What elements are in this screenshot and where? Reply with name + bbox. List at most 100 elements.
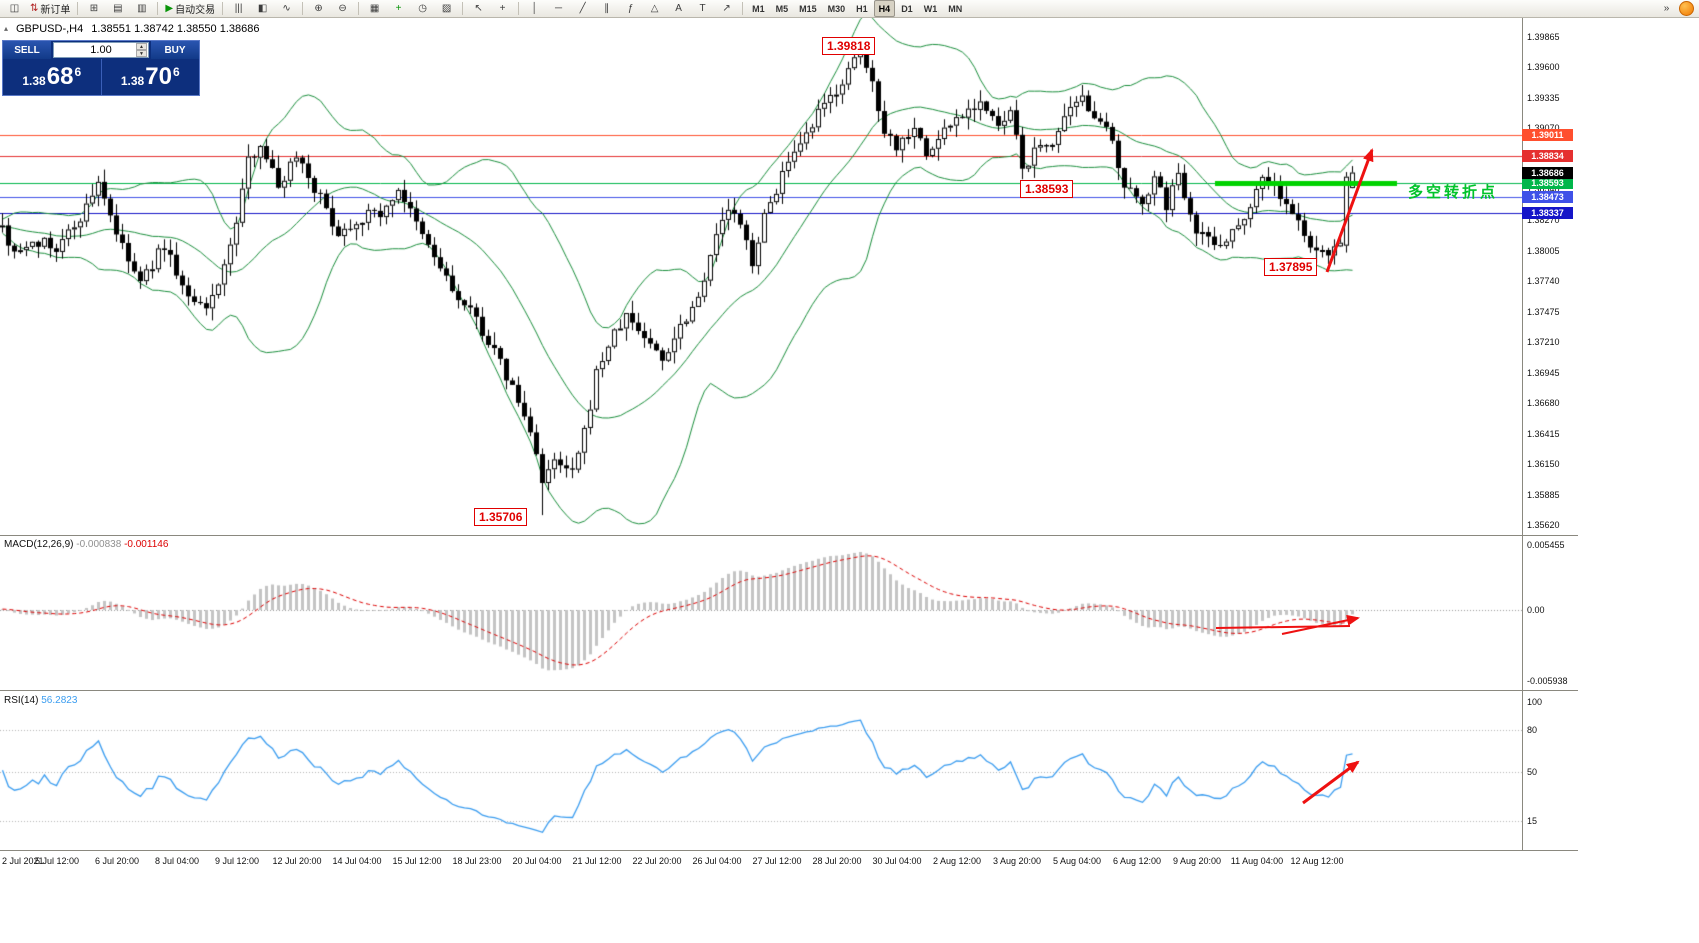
chart-area[interactable]: ▴ GBPUSD-,H4 1.38551 1.38742 1.38550 1.38… [0,18,1699,943]
autotrading-button[interactable]: ▶ 自动交易 [162,0,218,18]
zoom-in-icon[interactable]: ⊕ [307,0,330,18]
timeframe-w1-button[interactable]: W1 [923,3,938,14]
time-axis-label: 12 Jul 20:00 [272,856,322,866]
indicators-icon[interactable]: + [387,0,410,18]
shapes-icon: △ [650,2,659,14]
data-window-icon[interactable]: ▥ [130,0,153,18]
time-axis-label: 27 Jul 12:00 [752,856,802,866]
price-annotation-box[interactable]: 1.38593 [1020,180,1074,198]
time-axis-label: 3 Aug 20:00 [992,856,1042,866]
text-icon: A [675,2,682,14]
macd-panel-canvas[interactable] [0,537,1522,689]
ask-price-point: 6 [172,64,180,79]
price-tick: 1.36945 [1527,367,1560,378]
macd-main-value: -0.000838 [76,539,122,550]
charts-tile-icon[interactable]: ⊞ [82,0,105,18]
templates-icon[interactable]: ▨ [435,0,458,18]
chart-window-icon[interactable]: ◫ [3,0,26,18]
time-axis-label: 28 Jul 20:00 [812,856,862,866]
time-axis-label: 6 Jul 20:00 [94,856,140,866]
price-tag-1.38834: 1.38834 [1522,149,1573,162]
one-click-sell-price[interactable]: 1.38 68 6 [3,59,102,95]
price-tag-1.38337: 1.38337 [1522,206,1573,219]
timeframe-m1-button[interactable]: M1 [752,3,765,14]
line-chart-icon[interactable]: ∿ [275,0,298,18]
candlestick-chart-icon[interactable]: ◧ [251,0,274,18]
fibonacci-icon: ƒ [627,2,634,14]
toolbar-separator [742,2,744,15]
price-tick: 1.35620 [1527,520,1560,530]
equidistant-channel-icon[interactable]: ∥ [595,0,618,18]
arrows-icon[interactable]: ↗ [715,0,738,18]
tile-windows-icon[interactable]: ▦ [363,0,386,18]
macd-panel-separator[interactable] [0,535,1578,536]
buy-button[interactable]: BUY [151,41,199,59]
price-tick: 1.36680 [1527,398,1560,409]
main-chart-canvas[interactable] [0,18,1522,534]
volume-down-icon[interactable]: ▼ [136,50,147,57]
price-tick: 1.39335 [1527,92,1560,103]
time-axis-label: 22 Jul 20:00 [632,856,682,866]
vertical-line-icon[interactable]: │ [523,0,546,18]
bid-price-point: 6 [74,64,82,79]
text-icon[interactable]: A [667,0,690,18]
time-axis-label: 9 Aug 20:00 [1172,856,1222,866]
horizontal-line-icon[interactable]: ─ [547,0,570,18]
toolbar-overflow-icon[interactable]: » [1663,3,1670,14]
macd-tick: -0.005938 [1527,675,1568,686]
time-axis-label: 15 Jul 12:00 [392,856,442,866]
price-annotation-box[interactable]: 1.35706 [474,508,528,526]
cursor-icon[interactable]: ↖ [467,0,490,18]
sell-button[interactable]: SELL [3,41,51,59]
timeframe-m30-button[interactable]: M30 [827,3,846,14]
price-tick: 1.37210 [1527,337,1560,348]
periods-icon: ◷ [418,2,427,14]
toolbar: ◫ ⇅ 新订单 ⊞ ▤ ▥ ▶ 自动交易 ||| ◧ ∿ ⊕ ⊖ ▦ + ◷ ▨ ↖ + │ ─ ╱ ∥ ƒ △ A T ↗ M1 M5 M… [0,0,1699,18]
price-annotation-box[interactable]: 1.37895 [1264,258,1318,276]
timeframe-d1-button[interactable]: D1 [901,3,913,14]
new-order-button-label: 新订单 [40,5,71,16]
pivot-note-text[interactable]: 多空转折点 [1408,184,1499,201]
rsi-tick: 15 [1527,816,1538,826]
time-axis-label: 8 Jul 04:00 [154,856,200,866]
text-label-icon[interactable]: T [691,0,714,18]
rsi-panel-separator[interactable] [0,690,1578,691]
macd-tick: 0.00 [1527,605,1545,615]
price-tick: 1.39070 [1527,123,1560,133]
rsi-tick: 100 [1527,697,1543,707]
zoom-in-icon: ⊕ [314,2,323,14]
one-click-toggle-icon[interactable]: ▴ [4,24,9,33]
time-axis-label: 9 Jul 12:00 [214,856,260,866]
rsi-panel-canvas[interactable] [0,692,1522,850]
timeframe-h4-button[interactable]: H4 [873,0,896,17]
community-notification-icon[interactable] [1679,1,1694,16]
price-axis-line [1522,18,1523,851]
bar-chart-icon: ||| [234,2,243,14]
crosshair-icon[interactable]: + [491,0,514,18]
periods-icon[interactable]: ◷ [411,0,434,18]
profiles-icon[interactable]: ▤ [106,0,129,18]
shapes-icon[interactable]: △ [643,0,666,18]
rsi-name: RSI(14) [4,695,39,706]
arrows-icon: ↗ [722,2,731,14]
timeframe-mn-button[interactable]: MN [948,3,963,14]
fibonacci-icon[interactable]: ƒ [619,0,642,18]
price-annotation-box[interactable]: 1.39818 [822,37,876,55]
volume-input[interactable] [71,44,131,56]
time-axis-label: 21 Jul 12:00 [572,856,622,866]
vertical-line-icon: │ [531,2,538,14]
new-order-button[interactable]: ⇅ 新订单 [27,0,73,18]
timeframe-h1-button[interactable]: H1 [856,3,868,14]
zoom-out-icon[interactable]: ⊖ [331,0,354,18]
price-tick: 1.36150 [1527,459,1560,470]
volume-up-icon[interactable]: ▲ [136,43,147,50]
timeframe-m15-button[interactable]: M15 [799,3,817,14]
bar-chart-icon[interactable]: ||| [227,0,250,18]
price-tick: 1.36415 [1527,428,1560,439]
rsi-tick: 80 [1527,725,1538,735]
timeframe-m5-button[interactable]: M5 [775,3,789,14]
trendline-icon[interactable]: ╱ [571,0,594,18]
one-click-buy-price[interactable]: 1.38 70 6 [102,59,200,95]
macd-tick: 0.005455 [1527,539,1565,550]
